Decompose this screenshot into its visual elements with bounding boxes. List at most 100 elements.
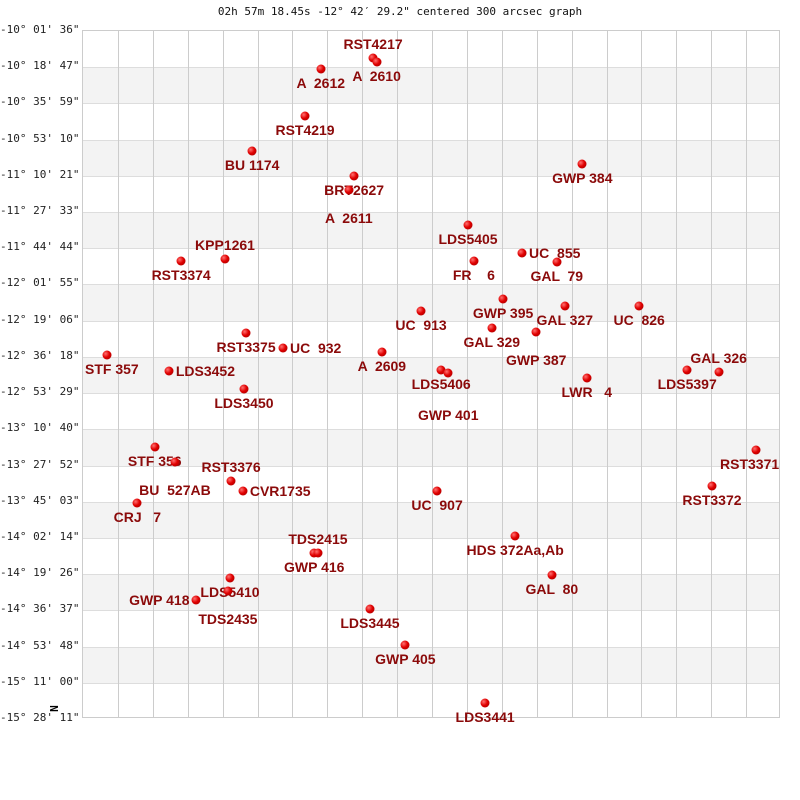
y-tick-label: -14° 53' 48" (0, 638, 80, 652)
grid-line-vertical (466, 31, 468, 717)
y-tick-label: -12° 53' 29" (0, 385, 80, 399)
star-point[interactable] (223, 586, 233, 596)
star-label: GWP 401 (418, 406, 479, 423)
star-point[interactable] (241, 328, 251, 338)
y-tick-label: -15° 11' 00" (0, 674, 80, 688)
star-point[interactable] (582, 373, 592, 383)
star-point[interactable] (226, 476, 236, 486)
star-point[interactable] (560, 301, 570, 311)
star-point[interactable] (531, 327, 541, 337)
grid-line-vertical (362, 31, 364, 717)
star-point[interactable] (436, 365, 446, 375)
star-label: UC 855 (529, 244, 581, 261)
star-point[interactable] (480, 698, 490, 708)
star-point[interactable] (432, 486, 442, 496)
star-point[interactable] (164, 366, 174, 376)
grid-line-horizontal (83, 212, 779, 214)
star-point[interactable] (498, 294, 508, 304)
grid-line-horizontal (83, 429, 779, 431)
star-point[interactable] (714, 367, 724, 377)
y-tick-label: -11° 27' 33" (0, 204, 80, 218)
star-point[interactable] (463, 220, 473, 230)
grid-line-horizontal (83, 175, 779, 177)
star-point[interactable] (239, 384, 249, 394)
star-point[interactable] (707, 481, 717, 491)
star-point[interactable] (634, 301, 644, 311)
grid-line-vertical (676, 31, 678, 717)
star-point[interactable] (349, 171, 359, 181)
grid-line-vertical (187, 31, 189, 717)
star-point[interactable] (469, 256, 479, 266)
star-point[interactable] (344, 185, 354, 195)
y-tick-label: -10° 01' 36" (0, 23, 80, 36)
grid-line-horizontal (83, 574, 779, 576)
star-point[interactable] (150, 442, 160, 452)
star-label: LDS5405 (438, 231, 498, 248)
star-label: A 2610 (352, 68, 401, 85)
grid-line-vertical (152, 31, 154, 717)
star-point[interactable] (443, 368, 453, 378)
star-point[interactable] (238, 486, 248, 496)
grid-stripe (83, 429, 779, 466)
star-point[interactable] (132, 498, 142, 508)
star-point[interactable] (365, 604, 375, 614)
y-tick-label: -10° 18' 47" (0, 59, 80, 73)
chart-title: 02h 57m 18.45s -12° 42′ 29.2" centered 3… (217, 5, 583, 18)
star-label: TDS2435 (198, 611, 258, 628)
star-label: GWP 418 (129, 591, 190, 608)
grid-line-horizontal (83, 248, 779, 250)
star-label: BU 527AB (139, 481, 211, 498)
star-point[interactable] (487, 323, 497, 333)
star-point[interactable] (517, 248, 527, 258)
grid-line-horizontal (83, 67, 779, 69)
y-tick-label: -10° 35' 59" (0, 95, 80, 109)
star-point[interactable] (220, 254, 230, 264)
grid-line-vertical (292, 31, 294, 717)
y-tick-label: -15° 28' 11" (0, 711, 80, 724)
star-point[interactable] (682, 365, 692, 375)
star-point[interactable] (552, 257, 562, 267)
star-point[interactable] (247, 146, 257, 156)
star-point[interactable] (377, 347, 387, 357)
star-point[interactable] (176, 256, 186, 266)
star-label: GAL 80 (525, 580, 579, 597)
grid-line-vertical (257, 31, 259, 717)
star-label: UC 932 (289, 339, 342, 356)
star-label: GAL 326 (690, 350, 747, 367)
star-point[interactable] (577, 159, 587, 169)
grid-stripe (83, 67, 779, 104)
grid-line-vertical (432, 31, 433, 717)
star-label: LDS3445 (340, 614, 400, 631)
grid-line-vertical (501, 31, 503, 717)
star-point[interactable] (751, 445, 761, 455)
y-tick-label: -11° 44' 44" (0, 240, 80, 254)
grid-stripe (83, 139, 779, 176)
star-point[interactable] (278, 343, 288, 353)
grid-line-vertical (746, 31, 748, 717)
star-point[interactable] (170, 457, 180, 467)
star-point[interactable] (300, 111, 310, 121)
star-label: BU 1174 (224, 156, 280, 173)
grid-line-horizontal (83, 393, 779, 395)
grid-stripe (83, 284, 779, 321)
star-point[interactable] (400, 640, 410, 650)
star-label: A 2612 (296, 75, 346, 92)
star-point[interactable] (316, 64, 326, 74)
star-label: GWP 387 (506, 351, 567, 368)
star-label: RST4219 (275, 122, 335, 139)
y-tick-label: -13° 27' 52" (0, 457, 80, 471)
star-point[interactable] (102, 350, 112, 360)
star-point[interactable] (191, 595, 201, 605)
star-label: A 2609 (357, 357, 407, 374)
star-point[interactable] (313, 548, 323, 558)
star-point[interactable] (225, 573, 235, 583)
star-label: HDS 372Aa,Ab (466, 542, 564, 559)
star-point[interactable] (372, 57, 382, 67)
star-point[interactable] (510, 531, 520, 541)
star-label: LDS5406 (411, 375, 471, 392)
grid-line-vertical (117, 31, 119, 717)
star-point[interactable] (547, 570, 557, 580)
star-point[interactable] (416, 306, 426, 316)
grid-stripe (83, 574, 779, 611)
grid-line-vertical (571, 31, 573, 717)
